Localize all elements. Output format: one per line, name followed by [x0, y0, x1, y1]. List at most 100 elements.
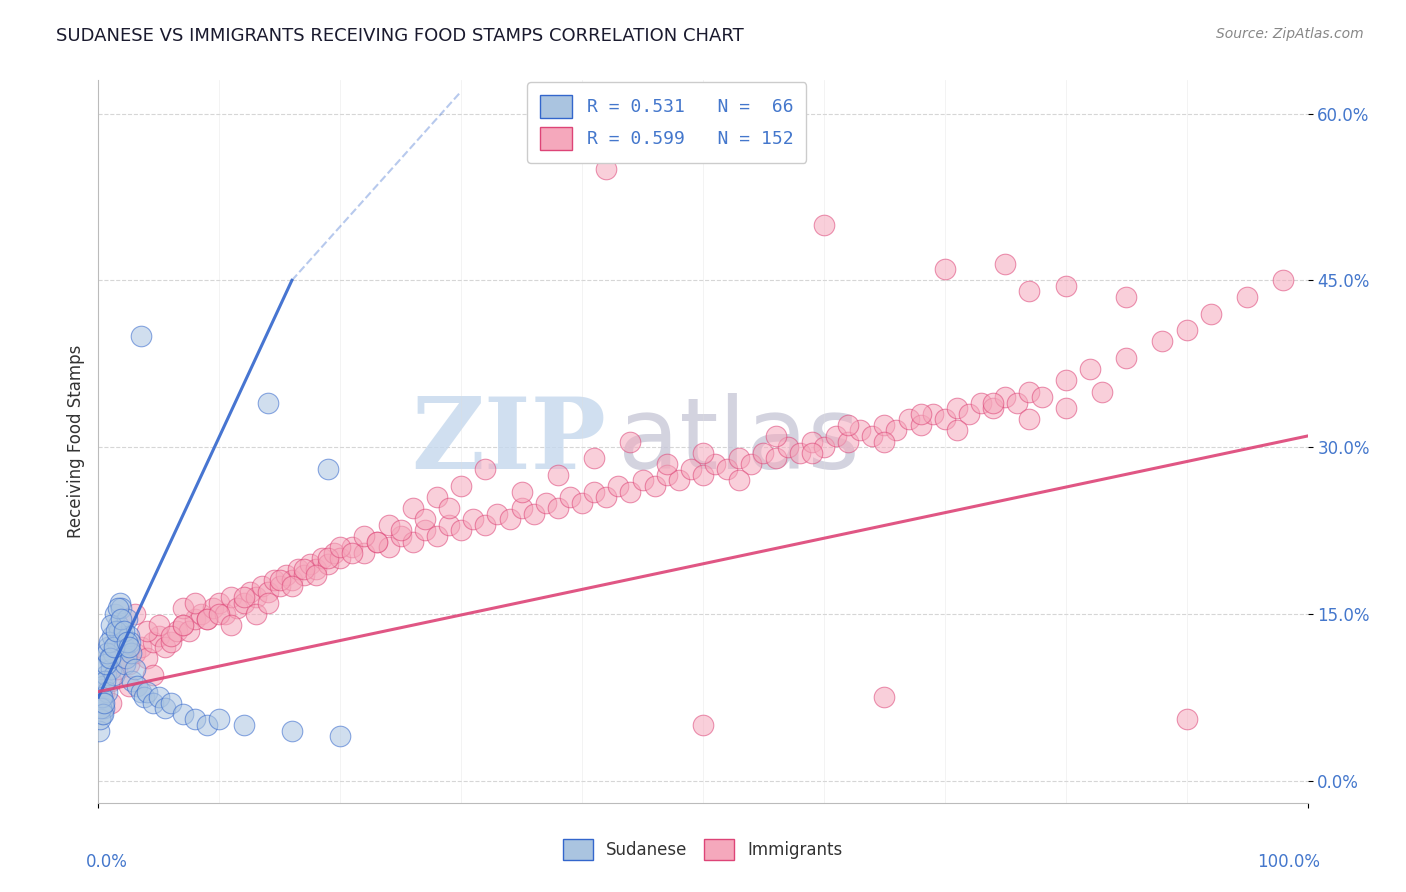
- Point: [117, 612, 139, 626]
- Point: [87, 723, 110, 738]
- Point: [142, 634, 165, 648]
- Point: [299, 557, 322, 571]
- Point: [692, 445, 714, 459]
- Point: [142, 668, 165, 682]
- Point: [232, 590, 254, 604]
- Point: [208, 713, 231, 727]
- Point: [96, 684, 118, 698]
- Point: [135, 624, 157, 638]
- Point: [426, 529, 449, 543]
- Point: [232, 596, 254, 610]
- Point: [571, 496, 593, 510]
- Point: [934, 412, 956, 426]
- Point: [897, 412, 920, 426]
- Point: [287, 562, 309, 576]
- Point: [274, 568, 297, 582]
- Point: [474, 517, 496, 532]
- Point: [728, 474, 751, 488]
- Point: [245, 607, 267, 621]
- Point: [104, 607, 127, 621]
- Point: [153, 701, 176, 715]
- Point: [160, 629, 183, 643]
- Point: [172, 618, 194, 632]
- Point: [124, 607, 146, 621]
- Point: [692, 467, 714, 482]
- Point: [269, 579, 291, 593]
- Point: [89, 713, 111, 727]
- Point: [129, 684, 152, 698]
- Point: [105, 662, 128, 676]
- Point: [107, 618, 129, 632]
- Point: [256, 395, 278, 409]
- Point: [100, 696, 122, 710]
- Point: [160, 696, 183, 710]
- Point: [148, 629, 170, 643]
- Point: [765, 451, 787, 466]
- Y-axis label: Receiving Food Stamps: Receiving Food Stamps: [66, 345, 84, 538]
- Legend: Sudanese, Immigrants: Sudanese, Immigrants: [557, 832, 849, 867]
- Point: [160, 634, 183, 648]
- Text: 0.0%: 0.0%: [86, 854, 128, 871]
- Point: [103, 668, 125, 682]
- Point: [547, 501, 569, 516]
- Point: [389, 529, 412, 543]
- Point: [353, 529, 375, 543]
- Point: [1054, 401, 1077, 416]
- Point: [860, 429, 883, 443]
- Point: [366, 534, 388, 549]
- Point: [692, 718, 714, 732]
- Point: [1054, 373, 1077, 387]
- Point: [607, 479, 630, 493]
- Point: [450, 479, 472, 493]
- Point: [110, 612, 132, 626]
- Point: [752, 445, 775, 459]
- Point: [910, 407, 932, 421]
- Point: [1091, 384, 1114, 399]
- Point: [118, 634, 141, 648]
- Point: [105, 634, 128, 648]
- Point: [970, 395, 993, 409]
- Point: [166, 624, 188, 638]
- Point: [366, 534, 388, 549]
- Point: [728, 451, 751, 466]
- Point: [269, 574, 291, 588]
- Point: [120, 646, 142, 660]
- Point: [765, 429, 787, 443]
- Point: [172, 601, 194, 615]
- Point: [112, 640, 135, 655]
- Point: [619, 484, 641, 499]
- Point: [108, 596, 131, 610]
- Point: [100, 629, 122, 643]
- Point: [107, 601, 129, 615]
- Point: [100, 673, 122, 688]
- Point: [172, 706, 194, 721]
- Point: [305, 568, 328, 582]
- Point: [256, 596, 278, 610]
- Point: [981, 401, 1004, 416]
- Point: [813, 218, 835, 232]
- Point: [679, 462, 702, 476]
- Point: [100, 662, 122, 676]
- Point: [111, 629, 134, 643]
- Point: [305, 562, 328, 576]
- Point: [1272, 273, 1295, 287]
- Point: [221, 590, 243, 604]
- Point: [558, 490, 581, 504]
- Point: [837, 417, 859, 432]
- Point: [91, 679, 114, 693]
- Point: [292, 562, 315, 576]
- Point: [353, 546, 375, 560]
- Text: atlas: atlas: [619, 393, 860, 490]
- Point: [450, 524, 472, 538]
- Point: [91, 706, 114, 721]
- Point: [96, 657, 118, 671]
- Point: [776, 440, 799, 454]
- Point: [91, 696, 114, 710]
- Point: [184, 612, 207, 626]
- Point: [90, 690, 112, 705]
- Point: [91, 706, 114, 721]
- Point: [342, 540, 364, 554]
- Point: [202, 601, 225, 615]
- Point: [800, 434, 823, 449]
- Point: [1115, 290, 1137, 304]
